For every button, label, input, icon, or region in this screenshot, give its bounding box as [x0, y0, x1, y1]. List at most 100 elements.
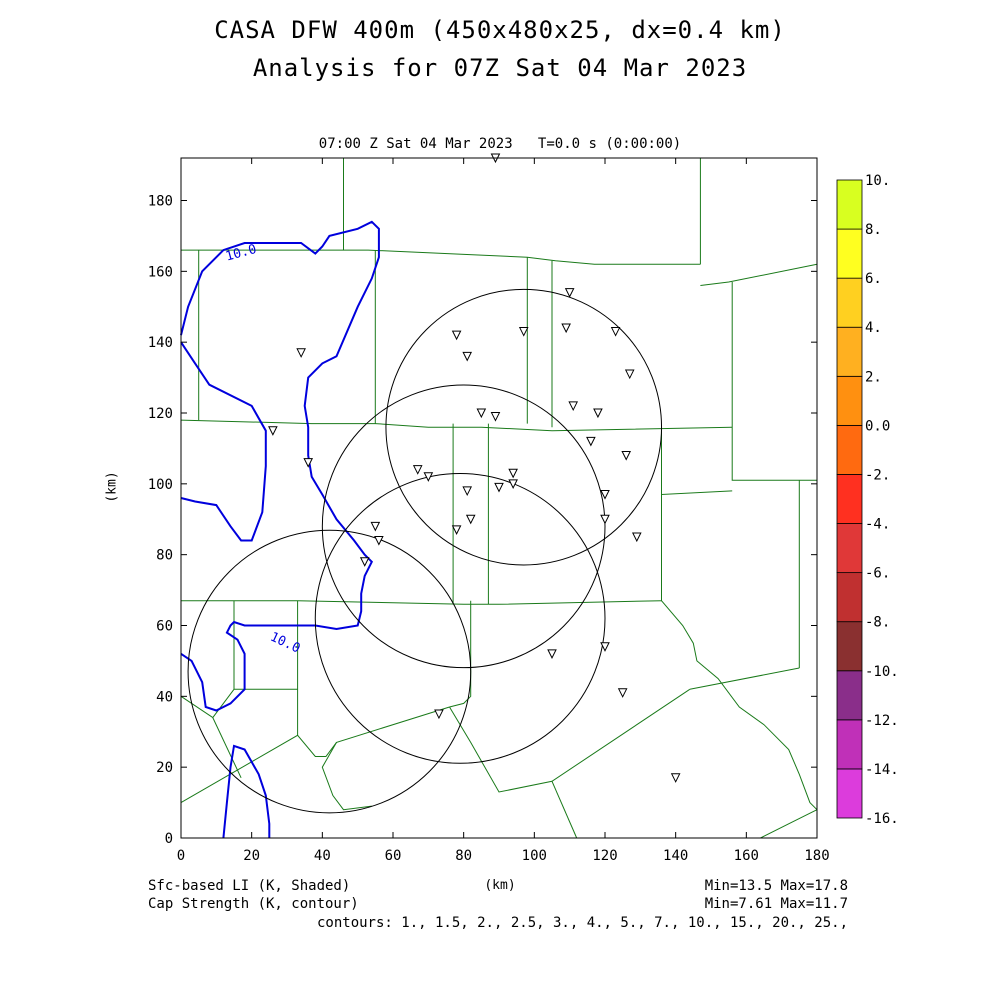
contour-levels-label: contours: 1., 1.5, 2., 2.5, 3., 4., 5., … [316, 915, 848, 931]
x-tick-label: 80 [455, 848, 472, 864]
county-line [181, 600, 662, 605]
station-marker [374, 536, 384, 546]
radar-range-ring [321, 384, 606, 669]
y-tick-label: 180 [148, 194, 173, 210]
y-tick-label: 140 [148, 335, 173, 351]
station-marker [465, 514, 476, 525]
x-tick-label: 40 [314, 848, 331, 864]
contour-field-label: Cap Strength (K, contour) [148, 896, 359, 912]
x-axis-label: (km) [484, 878, 516, 893]
y-tick-label: 80 [156, 548, 173, 564]
radar-range-rings [187, 288, 663, 814]
chart-subtitle: Analysis for 07Z Sat 04 Mar 2023 [252, 54, 748, 82]
colorbar-label: 0.0 [865, 418, 890, 434]
station-marker [451, 330, 462, 341]
colorbar-label: 10. [865, 173, 890, 189]
contour-minmax-label: Min=7.61 Max=11.7 [704, 896, 848, 912]
colorbar: -16. -14. -12. -10. -8. -6. -4. -2. 0.0 2. 4. 6. 8. 1… [836, 173, 899, 827]
station-marker [423, 472, 434, 482]
county-line [180, 419, 733, 432]
county-line [760, 809, 818, 839]
county-line [449, 688, 691, 793]
station-marker [561, 323, 571, 334]
station-marker [508, 468, 518, 479]
colorbar-label: -6. [865, 566, 890, 582]
county-boundaries [180, 158, 818, 839]
station-marker [412, 465, 423, 475]
contour-line [180, 220, 380, 712]
valid-time-label: 07:00 Z Sat 04 Mar 2023 T=0.0 s (0:00:00… [318, 136, 682, 152]
station-marker [518, 327, 529, 337]
station-marker [462, 486, 473, 497]
station-marker [617, 688, 628, 698]
colorbar-swatch [836, 523, 863, 574]
radar-range-ring [385, 288, 663, 566]
station-marker [670, 773, 681, 783]
colorbar-swatch [836, 670, 863, 721]
county-line [700, 263, 818, 286]
radar-range-ring [314, 473, 606, 764]
y-tick-label: 20 [156, 760, 173, 776]
station-marker [593, 408, 603, 419]
colorbar-label: 2. [865, 369, 882, 385]
colorbar-swatch [836, 326, 863, 377]
contour-label: 10.0 [224, 242, 258, 265]
x-tick-label: 20 [243, 848, 260, 864]
county-line [180, 706, 450, 804]
y-axis-ticks: 0 20 40 60 80 100 120 140 160 180 [148, 194, 817, 847]
colorbar-swatch [836, 474, 863, 524]
station-marker [451, 525, 462, 535]
x-tick-label: 60 [385, 848, 402, 864]
county-line [661, 600, 818, 811]
contour-line [180, 341, 267, 542]
x-tick-label: 160 [734, 848, 759, 864]
colorbar-label: -14. [865, 762, 899, 778]
colorbar-swatch [836, 424, 863, 475]
colorbar-label: -8. [865, 615, 890, 631]
station-marker [600, 489, 610, 500]
y-tick-label: 40 [156, 689, 173, 705]
station-marker [268, 426, 278, 436]
station-marker [476, 408, 487, 419]
radar-range-ring [187, 529, 472, 814]
colorbar-swatch [836, 179, 863, 230]
colorbar-label: -12. [865, 713, 899, 729]
colorbar-label: 4. [865, 320, 882, 336]
x-tick-label: 100 [522, 848, 547, 864]
county-line [212, 717, 242, 779]
station-marker [303, 458, 314, 468]
station-marker [600, 642, 610, 652]
colorbar-swatch [836, 375, 863, 426]
chart-title: CASA DFW 400m (450x480x25, dx=0.4 km) [214, 16, 786, 44]
shaded-field-label: Sfc-based LI (K, Shaded) [148, 878, 351, 894]
y-axis-label: (km) [104, 471, 120, 503]
station-marker [568, 401, 579, 412]
shaded-minmax-label: Min=13.5 Max=17.8 [704, 878, 848, 894]
station-marker [359, 557, 370, 567]
x-tick-label: 140 [663, 848, 688, 864]
x-tick-label: 180 [804, 848, 829, 864]
x-tick-label: 120 [592, 848, 617, 864]
county-line [661, 427, 733, 496]
county-line [180, 600, 235, 719]
colorbar-label: 8. [865, 222, 882, 238]
station-markers [268, 153, 681, 783]
station-marker [296, 348, 306, 358]
station-marker [494, 482, 504, 493]
station-marker [370, 521, 381, 532]
colorbar-label: -2. [865, 467, 890, 483]
colorbar-label: -4. [865, 517, 890, 533]
station-marker [631, 532, 642, 543]
station-marker [547, 649, 557, 659]
county-line [689, 667, 800, 690]
colorbar-swatch [836, 277, 863, 328]
colorbar-swatch [836, 719, 863, 770]
colorbar-label: -16. [865, 811, 899, 827]
colorbar-label: 6. [865, 271, 882, 287]
y-tick-label: 100 [148, 477, 173, 493]
county-line [731, 282, 817, 481]
y-tick-label: 160 [148, 264, 173, 280]
colorbar-swatch [836, 572, 863, 623]
station-marker [564, 288, 575, 298]
